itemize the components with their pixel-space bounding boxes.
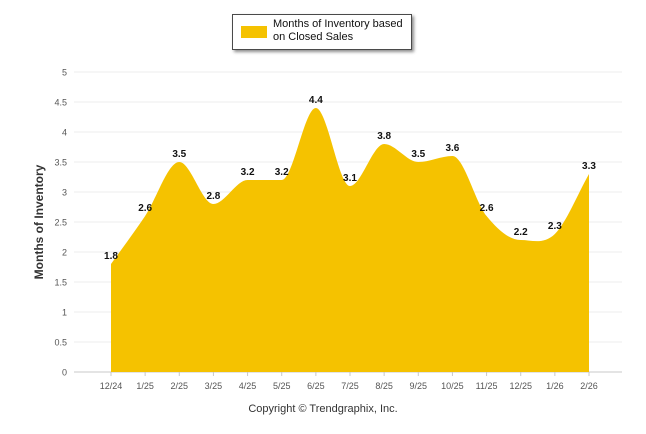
x-tick-label: 4/25 [239,381,257,391]
x-tick-label: 8/25 [375,381,393,391]
y-tick-label: 4 [62,128,67,138]
x-tick-label: 6/25 [307,381,325,391]
data-label: 4.4 [309,95,323,106]
area-fill [111,108,589,372]
x-tick-label: 11/25 [476,381,498,391]
data-label: 3.6 [445,143,459,154]
y-tick-label: 0 [62,368,67,378]
y-tick-label: 3 [62,188,67,198]
x-tick-label: 9/25 [410,381,428,391]
data-label: 3.2 [241,167,255,178]
legend-label: Months of Inventory based on Closed Sale… [273,18,403,43]
data-label: 3.5 [411,149,425,160]
y-tick-label: 5 [62,68,67,78]
data-label: 3.1 [343,173,357,184]
data-label: 2.3 [548,221,562,232]
x-tick-label: 1/26 [546,381,564,391]
y-tick-label: 2 [62,248,67,258]
legend: Months of Inventory based on Closed Sale… [232,14,412,50]
data-label: 2.2 [514,227,528,238]
x-tick-label: 12/25 [509,381,532,391]
x-tick-label: 3/25 [205,381,223,391]
data-label: 3.3 [582,161,596,172]
x-tick-label: 7/25 [341,381,359,391]
data-label: 3.8 [377,131,391,142]
legend-swatch [241,26,267,38]
x-tick-label: 2/26 [580,381,598,391]
area-series [111,108,589,372]
x-tick-label: 12/24 [100,381,123,391]
y-tick-label: 4.5 [54,98,67,108]
x-tick-label: 1/25 [136,381,154,391]
y-tick-label: 1.5 [54,278,67,288]
data-label: 1.8 [104,251,118,262]
data-label: 2.6 [480,203,494,214]
y-axis-ticks: 0 0.5 1 1.5 2 2.5 3 3.5 4 4.5 5 [54,68,67,378]
x-tick-label: 10/25 [441,381,464,391]
area-chart: 0 0.5 1 1.5 2 2.5 3 3.5 4 4.5 5 12/24 1/25 2/25 3/25 4… [32,68,622,391]
y-tick-label: 0.5 [54,338,67,348]
y-tick-label: 2.5 [54,218,67,228]
x-tick-label: 2/25 [171,381,189,391]
y-tick-label: 1 [62,308,67,318]
copyright-text: Copyright © Trendgraphix, Inc. [248,403,398,415]
y-axis-label: Months of Inventory [32,164,46,279]
y-tick-label: 3.5 [54,158,67,168]
data-labels: 1.8 2.6 3.5 2.8 3.2 3.2 4.4 3.1 3.8 3.5 3.6 2.6 2.2 2… [104,95,596,262]
data-label: 3.5 [172,149,186,160]
data-label: 2.6 [138,203,152,214]
data-label: 3.2 [275,167,289,178]
data-label: 2.8 [206,191,220,202]
x-axis-ticks: 12/24 1/25 2/25 3/25 4/25 5/25 6/25 7/25 8/25 9/2… [100,372,598,391]
x-tick-label: 5/25 [273,381,291,391]
